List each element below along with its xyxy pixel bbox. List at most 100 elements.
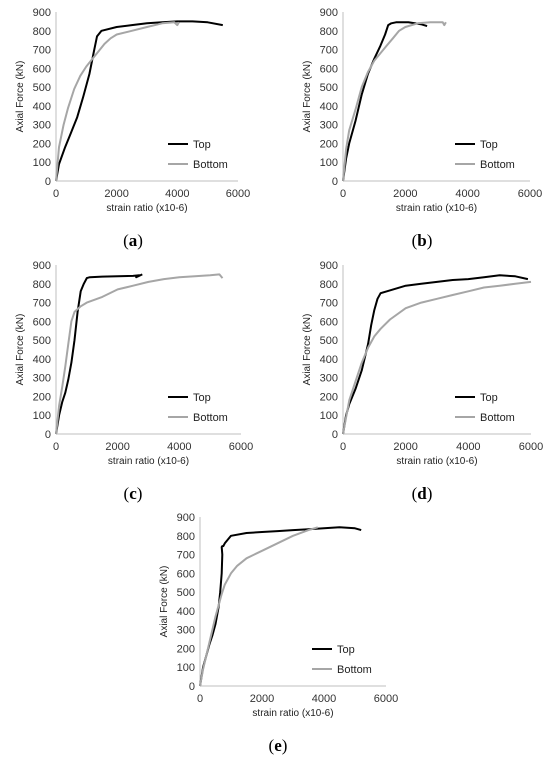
y-tick-label: 600 (33, 316, 51, 328)
x-axis-label: strain ratio (x10-6) (106, 203, 187, 214)
y-tick-label: 200 (33, 391, 51, 403)
y-tick-label: 800 (33, 279, 51, 291)
y-tick-label: 800 (33, 26, 51, 38)
x-tick-label: 0 (53, 441, 59, 453)
y-tick-label: 600 (320, 63, 338, 75)
legend-label-bottom: Bottom (193, 159, 228, 171)
y-tick-label: 500 (320, 335, 338, 347)
x-tick-label: 2000 (250, 693, 274, 705)
legend-label-top: Top (480, 139, 498, 151)
y-tick-label: 300 (177, 625, 195, 637)
series-line-bottom (342, 21, 447, 182)
y-tick-label: 700 (33, 298, 51, 310)
y-tick-label: 300 (33, 373, 51, 385)
y-tick-label: 200 (177, 643, 195, 655)
series-line-bottom (55, 273, 224, 435)
panel-c: 0 100 200 300 400 500 600 700 800 900 0 2000 4000 600… (15, 260, 253, 503)
panel-label: (b) (412, 231, 433, 250)
series-line-bottom (342, 280, 532, 435)
y-tick-label: 400 (33, 101, 51, 113)
y-tick-label: 0 (332, 429, 338, 441)
y-tick-label: 600 (33, 63, 51, 75)
x-tick-label: 4000 (165, 188, 189, 200)
y-tick-label: 500 (320, 82, 338, 94)
y-tick-label: 700 (177, 550, 195, 562)
x-tick-label: 2000 (104, 188, 128, 200)
y-tick-label: 500 (33, 335, 51, 347)
panel-label: (a) (123, 231, 143, 250)
y-tick-label: 500 (33, 82, 51, 94)
legend-label-top: Top (337, 644, 355, 656)
y-tick-label: 0 (189, 681, 195, 693)
y-axis-label: Axial Force (kN) (15, 314, 26, 386)
x-tick-label: 2000 (105, 441, 129, 453)
x-tick-label: 6000 (519, 441, 543, 453)
y-tick-label: 400 (177, 606, 195, 618)
y-axis-label: Axial Force (kN) (302, 314, 313, 386)
series-line-top (55, 20, 223, 182)
y-tick-label: 800 (177, 531, 195, 543)
series-line-top (199, 526, 362, 687)
x-tick-label: 4000 (456, 441, 480, 453)
x-tick-label: 6000 (226, 188, 250, 200)
legend-label-top: Top (193, 392, 211, 404)
x-tick-label: 0 (340, 441, 346, 453)
x-tick-label: 0 (197, 693, 203, 705)
y-tick-label: 100 (320, 410, 338, 422)
y-tick-label: 300 (33, 120, 51, 132)
panel-d: 0 100 200 300 400 500 600 700 800 900 0 2000 4000 600… (302, 260, 543, 503)
y-axis-label: Axial Force (kN) (302, 61, 313, 133)
series-line-bottom (55, 21, 180, 182)
legend-label-top: Top (480, 392, 498, 404)
x-tick-label: 6000 (518, 188, 542, 200)
x-tick-label: 0 (340, 188, 346, 200)
y-tick-label: 400 (320, 354, 338, 366)
panel-e: 0 100 200 300 400 500 600 700 800 900 0 2000 4000 600… (159, 512, 398, 755)
x-tick-label: 2000 (393, 188, 417, 200)
x-tick-label: 4000 (167, 441, 191, 453)
y-tick-label: 900 (177, 512, 195, 524)
y-tick-label: 700 (320, 298, 338, 310)
panel-a: 0 100 200 300 400 500 600 700 800 900 0 2000 4000 600… (15, 7, 250, 250)
y-tick-label: 0 (332, 176, 338, 188)
x-axis-label: strain ratio (x10-6) (396, 203, 477, 214)
series-line-top (342, 274, 529, 435)
y-tick-label: 300 (320, 120, 338, 132)
y-tick-label: 400 (320, 101, 338, 113)
y-tick-label: 100 (33, 157, 51, 169)
y-tick-label: 200 (320, 391, 338, 403)
panel-label: (c) (124, 484, 143, 503)
y-tick-label: 600 (177, 568, 195, 580)
y-tick-label: 900 (33, 260, 51, 272)
legend-label-bottom: Bottom (337, 664, 372, 676)
x-tick-label: 4000 (455, 188, 479, 200)
legend-label-bottom: Bottom (193, 412, 228, 424)
y-tick-label: 100 (320, 157, 338, 169)
y-tick-label: 900 (320, 260, 338, 272)
panel-label: (e) (269, 736, 288, 755)
y-tick-label: 700 (320, 45, 338, 57)
panel-b: 0 100 200 300 400 500 600 700 800 900 0 2000 4000 600… (302, 7, 542, 250)
y-tick-label: 300 (320, 373, 338, 385)
y-tick-label: 0 (45, 429, 51, 441)
y-axis-label: Axial Force (kN) (159, 566, 170, 638)
y-tick-label: 0 (45, 176, 51, 188)
y-axis-label: Axial Force (kN) (15, 61, 26, 133)
y-tick-label: 800 (320, 26, 338, 38)
x-tick-label: 0 (53, 188, 59, 200)
y-tick-label: 900 (33, 7, 51, 19)
y-tick-label: 100 (33, 410, 51, 422)
legend-label-bottom: Bottom (480, 412, 515, 424)
series-line-top (342, 21, 428, 182)
y-tick-label: 600 (320, 316, 338, 328)
series-line-bottom (199, 526, 319, 687)
x-tick-label: 4000 (312, 693, 336, 705)
x-axis-label: strain ratio (x10-6) (396, 456, 477, 467)
y-tick-label: 700 (33, 45, 51, 57)
y-tick-label: 800 (320, 279, 338, 291)
legend-label-bottom: Bottom (480, 159, 515, 171)
series-line-top (55, 273, 143, 435)
x-axis-label: strain ratio (x10-6) (108, 456, 189, 467)
y-tick-label: 200 (33, 138, 51, 150)
y-tick-label: 200 (320, 138, 338, 150)
